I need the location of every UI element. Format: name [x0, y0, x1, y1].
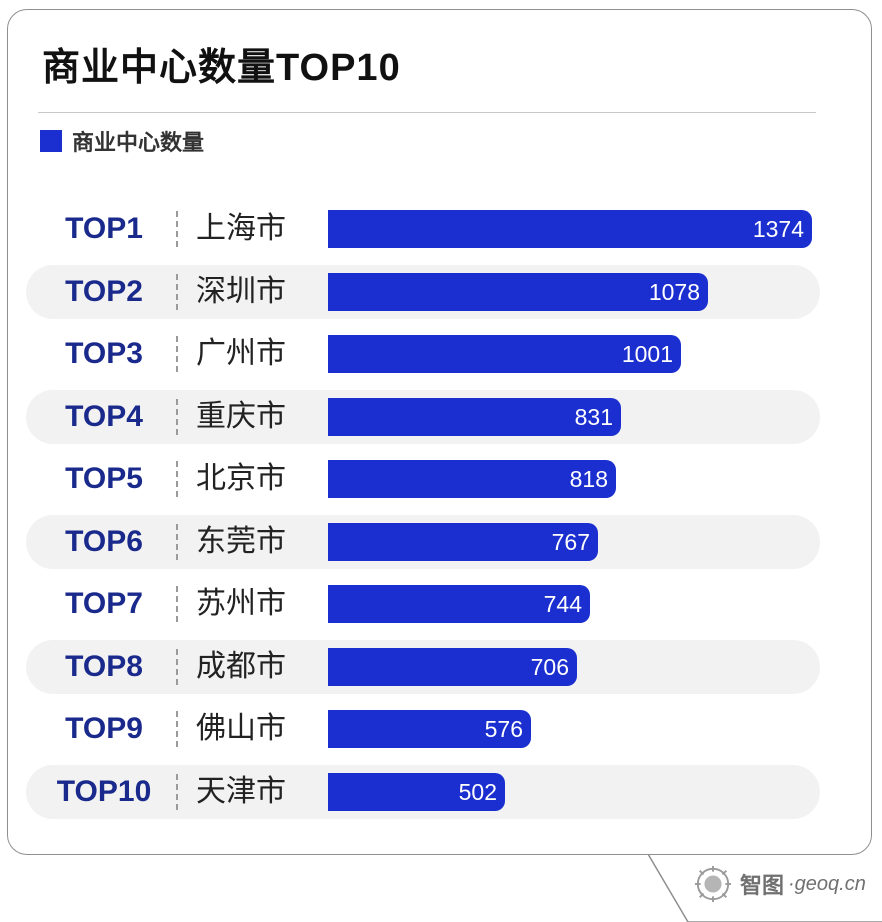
data-label: 1001 — [621, 341, 673, 367]
brand-domain: ·geoq.cn — [788, 872, 866, 895]
rank-separator — [176, 523, 178, 560]
rank-label: TOP2 — [65, 274, 143, 308]
bar — [328, 397, 621, 436]
category-label: 苏州市 — [196, 587, 286, 620]
data-label: 502 — [458, 778, 497, 805]
data-label: 744 — [543, 591, 582, 617]
title-divider — [38, 112, 816, 113]
category-label: 北京市 — [196, 462, 286, 495]
rank-label: TOP8 — [65, 649, 143, 683]
data-label: 576 — [484, 716, 523, 742]
legend-label: 商业中心数量 — [72, 130, 205, 155]
bar — [328, 772, 505, 811]
category-label: 深圳市 — [196, 274, 286, 308]
category-label: 重庆市 — [196, 399, 286, 433]
data-label: 1374 — [752, 216, 804, 242]
rank-separator — [176, 398, 178, 435]
bar — [328, 522, 598, 561]
bar — [328, 460, 616, 498]
rank-label: TOP9 — [65, 712, 143, 745]
chart-title: 商业中心数量TOP10 — [42, 47, 401, 89]
category-label: 佛山市 — [196, 712, 286, 745]
compass-logo-icon — [694, 865, 732, 903]
rank-separator — [176, 586, 178, 622]
rank-separator — [176, 273, 178, 310]
brand-name: 智图 — [740, 873, 785, 898]
rank-separator — [176, 773, 178, 810]
rank-label: TOP3 — [65, 337, 143, 370]
category-label: 东莞市 — [196, 524, 286, 558]
rank-label: TOP5 — [65, 462, 143, 495]
bar — [328, 335, 681, 373]
legend-swatch — [40, 130, 62, 152]
rank-label: TOP4 — [65, 399, 143, 433]
category-label: 成都市 — [196, 649, 286, 683]
rank-label: TOP1 — [65, 212, 143, 245]
bar — [328, 210, 812, 248]
rank-label: TOP6 — [65, 524, 143, 558]
rank-separator — [176, 648, 178, 685]
bar — [328, 710, 531, 748]
category-label: 天津市 — [196, 774, 286, 808]
rank-separator — [176, 711, 178, 747]
footer-tab — [648, 854, 882, 922]
bar — [328, 272, 708, 311]
data-label: 706 — [530, 653, 569, 680]
legend: 商业中心数量 — [40, 127, 204, 155]
rank-label: TOP7 — [65, 587, 143, 620]
bar — [328, 647, 577, 686]
rank-separator — [176, 461, 178, 497]
brand: 智图 ·geoq.cn — [694, 862, 866, 906]
rank-separator — [176, 211, 178, 247]
rank-separator — [176, 336, 178, 372]
data-label: 767 — [551, 528, 590, 555]
category-label: 广州市 — [196, 337, 286, 370]
category-label: 上海市 — [196, 212, 286, 245]
data-label: 831 — [574, 403, 613, 430]
bar — [328, 585, 590, 623]
data-label: 818 — [569, 466, 608, 492]
data-label: 1078 — [648, 278, 700, 305]
rank-label: TOP10 — [56, 774, 152, 808]
